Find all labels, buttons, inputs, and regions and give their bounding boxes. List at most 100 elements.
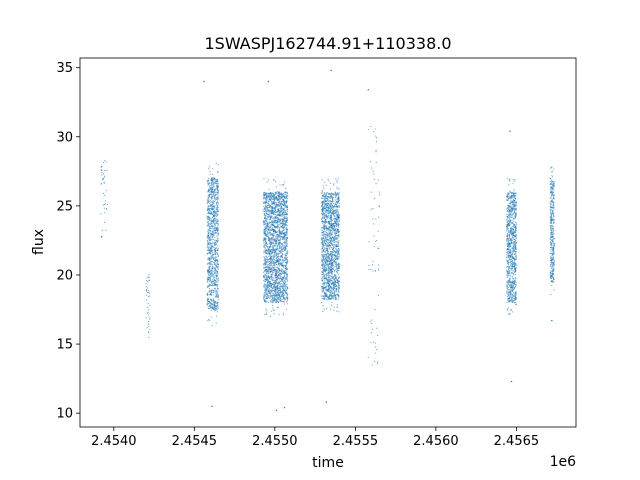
data-point: [145, 294, 147, 296]
data-point: [335, 245, 338, 247]
data-point: [321, 288, 323, 290]
data-point: [333, 246, 336, 249]
data-point: [215, 283, 217, 286]
data-point: [104, 175, 106, 177]
data-point: [268, 276, 270, 278]
data-point: [278, 228, 280, 231]
data-point: [207, 184, 209, 186]
data-point: [210, 302, 213, 304]
data-point: [278, 277, 280, 279]
data-point: [216, 239, 218, 242]
data-point: [212, 178, 215, 180]
data-point: [214, 181, 217, 183]
data-point: [266, 293, 269, 295]
data-point: [321, 226, 323, 229]
data-point: [270, 241, 272, 244]
data-point: [269, 259, 272, 261]
data-point: [214, 227, 216, 229]
data-point: [263, 296, 265, 298]
data-point: [148, 323, 150, 325]
data-point: [329, 182, 332, 185]
data-point: [263, 275, 265, 277]
data-point: [209, 208, 212, 210]
data-point: [336, 285, 338, 287]
data-point: [268, 277, 271, 279]
data-point: [271, 203, 273, 205]
data-point: [321, 189, 324, 191]
data-point: [209, 265, 212, 268]
data-point: [209, 253, 211, 255]
data-point: [331, 259, 333, 261]
data-point: [272, 212, 274, 214]
data-point: [215, 295, 217, 297]
data-point: [209, 248, 211, 251]
data-point: [273, 297, 275, 300]
data-point: [265, 192, 268, 194]
data-point: [210, 227, 212, 230]
data-point: [323, 266, 325, 268]
data-point: [216, 301, 218, 303]
data-point: [215, 209, 217, 211]
data-point: [214, 189, 216, 191]
data-point: [274, 208, 277, 210]
data-point: [207, 202, 209, 204]
data-point: [272, 299, 275, 301]
data-point: [337, 282, 339, 285]
data-point: [325, 210, 328, 212]
data-point: [215, 305, 217, 307]
data-point: [211, 203, 213, 206]
data-point: [270, 234, 273, 236]
data-point: [285, 292, 287, 295]
data-point: [375, 352, 377, 354]
data-point: [272, 301, 274, 304]
data-point: [286, 288, 289, 290]
data-point: [212, 298, 215, 300]
data-point: [277, 254, 279, 256]
data-point: [330, 242, 332, 244]
data-point: [374, 269, 376, 271]
data-point: [101, 170, 103, 172]
data-point: [270, 195, 272, 197]
data-point: [211, 217, 214, 219]
data-point: [207, 211, 209, 213]
data-point: [263, 256, 265, 258]
data-point: [322, 297, 325, 300]
data-point: [331, 230, 334, 232]
data-point: [285, 197, 287, 199]
data-point: [327, 274, 329, 277]
point-cluster: [262, 177, 289, 317]
data-point: [338, 218, 340, 221]
data-point: [273, 261, 275, 263]
data-point: [208, 304, 210, 306]
data-point: [276, 206, 278, 208]
data-point: [335, 232, 338, 234]
data-point: [272, 198, 275, 201]
data-point: [322, 214, 325, 216]
data-point: [336, 272, 339, 274]
data-point: [321, 220, 323, 223]
data-point: [100, 213, 102, 215]
data-point: [274, 290, 277, 292]
data-point: [217, 240, 220, 242]
data-point: [334, 236, 336, 238]
data-point: [328, 260, 330, 263]
data-point: [266, 283, 269, 285]
data-point: [279, 245, 281, 247]
data-point: [328, 288, 331, 290]
data-point: [266, 256, 268, 259]
data-point: [335, 201, 338, 204]
data-point: [322, 249, 325, 251]
data-point: [209, 280, 211, 282]
data-point: [333, 251, 335, 254]
data-point: [334, 231, 336, 234]
data-point: [215, 244, 217, 246]
data-point: [267, 203, 270, 205]
data-point: [211, 263, 213, 266]
data-point: [331, 257, 333, 259]
data-point: [145, 286, 147, 288]
data-point: [273, 232, 275, 235]
data-point: [331, 204, 334, 206]
data-point: [215, 182, 217, 185]
data-point: [285, 220, 288, 222]
data-point: [269, 315, 272, 317]
